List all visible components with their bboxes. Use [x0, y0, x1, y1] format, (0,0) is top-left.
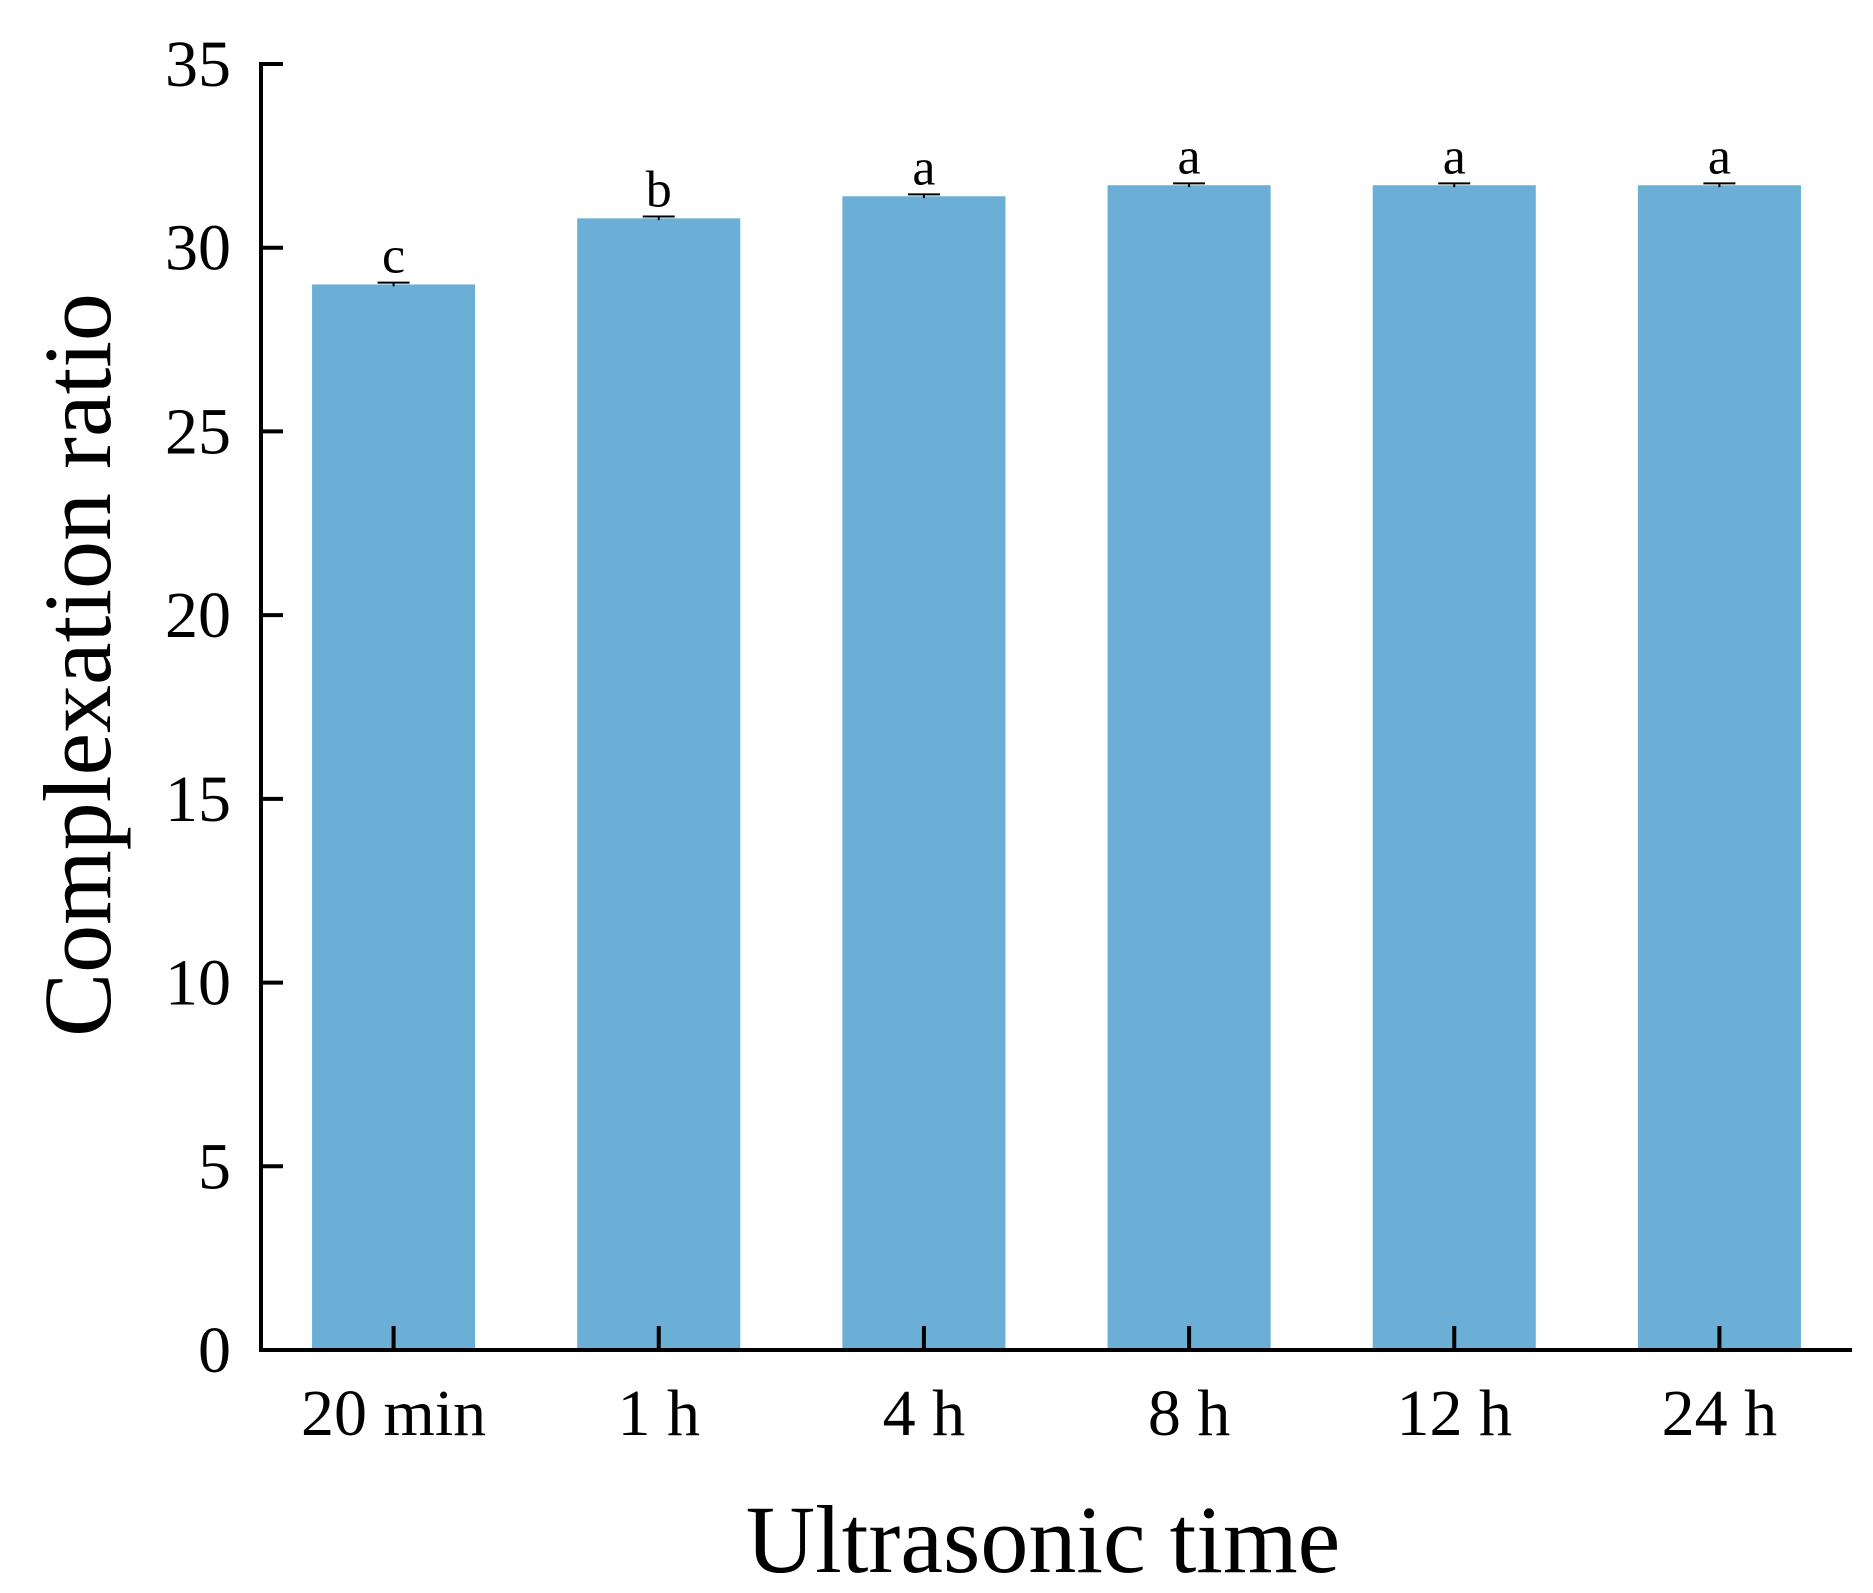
significance-label-3: a — [1178, 128, 1201, 185]
y-tick-label-7: 35 — [165, 28, 231, 101]
bar-1 — [577, 218, 741, 1350]
axes-group — [259, 62, 1852, 1352]
significance-label-1: b — [646, 161, 672, 218]
x-tick-label-2: 4 h — [883, 1377, 966, 1450]
error-bars-group — [377, 182, 1736, 287]
y-ticks-group: 0 5 10 15 20 25 30 35 — [165, 28, 283, 1387]
bar-3 — [1107, 185, 1271, 1350]
x-tick-label-3: 8 h — [1148, 1377, 1231, 1450]
significance-label-5: a — [1708, 128, 1731, 185]
y-tick-label-6: 30 — [165, 212, 231, 285]
significance-label-2: a — [912, 139, 935, 196]
x-tick-label-1: 1 h — [618, 1377, 701, 1450]
bar-0 — [312, 284, 476, 1350]
x-axis-title: Ultrasonic time — [746, 1486, 1341, 1593]
y-tick-label-0: 0 — [198, 1314, 231, 1387]
bars-group — [312, 185, 1801, 1350]
bar-5 — [1637, 185, 1801, 1350]
x-tick-label-0: 20 min — [301, 1377, 486, 1450]
bar-4 — [1372, 185, 1536, 1350]
x-tick-label-4: 12 h — [1397, 1377, 1513, 1450]
y-tick-label-5: 25 — [165, 395, 231, 468]
y-tick-label-4: 20 — [165, 579, 231, 652]
y-tick-label-3: 15 — [165, 763, 231, 836]
bar-2 — [842, 196, 1006, 1350]
x-ticks-group: 20 min 1 h 4 h 8 h 12 h 24 h — [301, 1326, 1777, 1450]
y-tick-label-2: 10 — [165, 947, 231, 1020]
significance-label-4: a — [1443, 128, 1466, 185]
significance-label-0: c — [382, 227, 405, 284]
y-axis-title: Complexation ratio — [24, 293, 131, 1037]
x-tick-label-5: 24 h — [1662, 1377, 1778, 1450]
y-tick-label-1: 5 — [198, 1130, 231, 1203]
significance-labels-group: c b a a a a — [382, 128, 1731, 284]
